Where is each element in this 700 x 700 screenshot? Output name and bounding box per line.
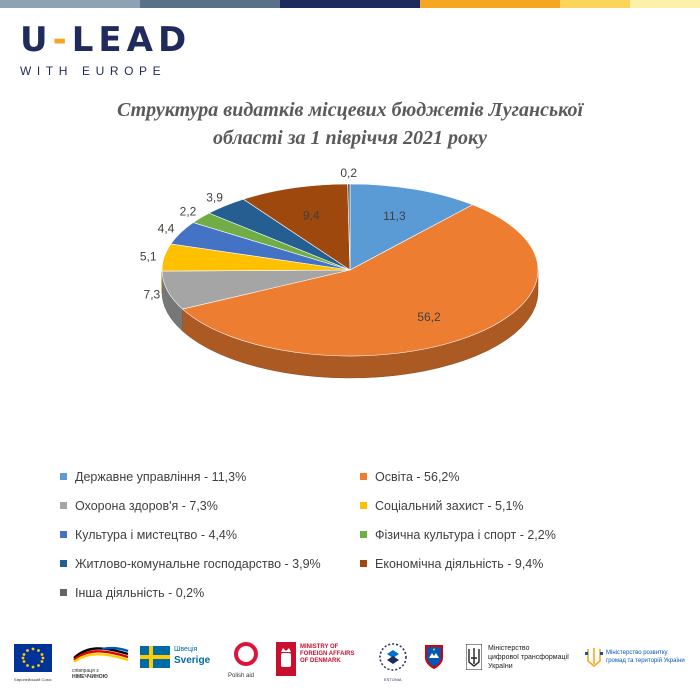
top-bar-segment [560, 0, 630, 8]
denmark-logo-line2: FOREIGN AFFAIRS [300, 651, 355, 657]
estonia-logo: ESTONIA [378, 642, 412, 682]
legend-swatch [360, 502, 367, 509]
estonia-text: ESTONIA [384, 677, 402, 682]
pie-data-label: 4,4 [158, 222, 175, 236]
top-bar-segment [280, 0, 420, 8]
legend-label: Інша діяльність - 0,2% [75, 585, 205, 600]
eu-flag-icon [14, 644, 52, 672]
legend-item: Культура і мистецтво - 4,4% [60, 528, 360, 542]
pie-data-label: 5,1 [140, 250, 157, 264]
slovenia-logo [424, 644, 448, 675]
slovenia-shield-icon [425, 645, 443, 670]
legend-item: Житлово-комунальне господарство - 3,9% [60, 557, 360, 571]
ministry-regions-line1: Міністерство розвитку [606, 650, 668, 656]
pie-data-label: 11,3 [383, 209, 406, 223]
legend-label: Державне управління - 11,3% [75, 469, 247, 484]
legend-label: Охорона здоров'я - 7,3% [75, 498, 218, 513]
pie-chart: 11,3 56,2 7,3 5,14,4 2,2 3,9 9,4 0,2 [140, 166, 539, 379]
pie-data-label: 7,3 [144, 288, 161, 302]
top-color-bar [0, 0, 700, 8]
pie-slice [242, 183, 351, 271]
ministry-digital-line2: цифрової трансформації [488, 654, 570, 661]
legend-label: Економічна діяльність - 9,4% [375, 556, 544, 571]
legend-label: Культура і мистецтво - 4,4% [75, 527, 237, 542]
germany-cooperation-logo: співпраця з НІМЕЧЧИНОЮ [72, 644, 132, 680]
u-lead-logo: U-LEAD WITH EUROPE [20, 22, 191, 78]
legend-swatch [60, 589, 67, 596]
top-bar-segment [420, 0, 560, 8]
legend-item: Економічна діяльність - 9,4% [360, 557, 660, 571]
chart-title-line2: області за 1 півріччя 2021 року [212, 127, 488, 149]
legend-swatch [360, 560, 367, 567]
legend-label: Освіта - 56,2% [375, 469, 460, 484]
legend-swatch [60, 560, 67, 567]
germany-logo-line1: співпраця з [72, 668, 99, 674]
ministry-digital-line3: України [488, 663, 513, 670]
top-bar-segment [0, 0, 140, 8]
legend-label: Соціальний захист - 5,1% [375, 498, 524, 513]
partner-logos: Європейський Союз співпраця з НІМЕЧЧИНОЮ… [0, 636, 700, 686]
sweden-logo-line1: Швеція [174, 646, 198, 653]
trident-icon [466, 644, 482, 670]
polish-aid-logo: Polish aid [228, 642, 268, 679]
sweden-logo-line2: Sverige [174, 655, 211, 666]
pie-slice [181, 204, 539, 357]
legend-row: Житлово-комунальне господарство - 3,9% Ек… [60, 549, 680, 578]
polish-aid-text: Polish aid [228, 673, 255, 679]
sweden-flag-icon [140, 646, 170, 668]
pie-data-label: 9,4 [303, 208, 320, 222]
brand-subtitle: WITH EUROPE [20, 64, 167, 78]
legend-item: Державне управління - 11,3% [60, 470, 360, 484]
pie-data-label: 3,9 [206, 191, 223, 205]
legend-label: Фізична культура і спорт - 2,2% [375, 527, 556, 542]
pie-data-labels: 11,3 56,2 7,3 5,14,4 2,2 3,9 9,4 0,2 [140, 166, 441, 324]
top-bar-segment [140, 0, 280, 8]
chart-title-line1: Структура видатків місцевих бюджетів Луг… [116, 99, 584, 121]
legend-swatch [60, 473, 67, 480]
estonia-emblem-icon [379, 643, 407, 671]
eu-logo: Європейський Союз [14, 644, 54, 682]
ukraine-emblem-icon [585, 648, 603, 668]
pie-data-label: 56,2 [417, 310, 441, 324]
ministry-regions-line2: громад та територій України [606, 658, 685, 664]
flags-ribbon-icon [73, 646, 129, 663]
brand-name-dash: - [52, 20, 72, 60]
denmark-logo-line1: MINISTRY OF [300, 644, 339, 650]
germany-logo-line2: НІМЕЧЧИНОЮ [72, 674, 108, 680]
polish-aid-icon [234, 642, 258, 666]
legend-row: Культура і мистецтво - 4,4% Фізична культ… [60, 520, 680, 549]
legend-label: Житлово-комунальне господарство - 3,9% [75, 556, 321, 571]
chart-title: Структура видатків місцевих бюджетів Луг… [40, 96, 660, 152]
ministry-digital-line1: Міністерство [488, 645, 530, 652]
legend-item: Інша діяльність - 0,2% [60, 586, 360, 600]
legend-row: Охорона здоров'я - 7,3% Соціальний захист… [60, 491, 680, 520]
legend-item: Соціальний захист - 5,1% [360, 499, 660, 513]
legend-swatch [360, 531, 367, 538]
denmark-crown-icon [276, 642, 296, 676]
chart-legend: Державне управління - 11,3% Освіта - 56,2… [60, 462, 680, 607]
pie-slices [161, 183, 539, 357]
top-bar-segment [630, 0, 700, 8]
eu-logo-text: Європейський Союз [14, 677, 52, 682]
legend-row: Інша діяльність - 0,2% [60, 578, 680, 607]
brand-name: U-LEAD [20, 22, 191, 58]
pie-data-label: 0,2 [340, 166, 357, 180]
legend-swatch [60, 502, 67, 509]
legend-swatch [360, 473, 367, 480]
legend-item: Фізична культура і спорт - 2,2% [360, 528, 660, 542]
legend-item: Освіта - 56,2% [360, 470, 660, 484]
denmark-logo-line3: OF DENMARK [300, 658, 341, 664]
pie-slice [347, 183, 351, 271]
legend-item: Охорона здоров'я - 7,3% [60, 499, 360, 513]
legend-row: Державне управління - 11,3% Освіта - 56,2… [60, 462, 680, 491]
brand-name-right: LEAD [71, 20, 192, 60]
pie-slice [349, 183, 474, 271]
pie-data-label: 2,2 [180, 204, 197, 218]
brand-name-left: U [20, 20, 53, 60]
legend-swatch [60, 531, 67, 538]
